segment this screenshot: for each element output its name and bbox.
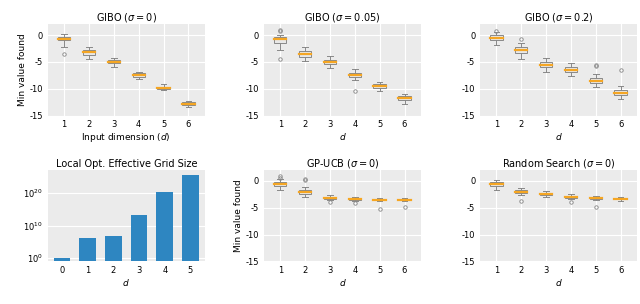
Bar	[299, 51, 311, 57]
Bar	[614, 90, 627, 95]
Bar	[131, 215, 147, 304]
Bar	[490, 182, 502, 186]
Bar	[157, 87, 170, 89]
X-axis label: Input dimension ($d$): Input dimension ($d$)	[81, 131, 171, 144]
Bar	[540, 193, 552, 195]
Title: Local Opt. Effective Grid Size: Local Opt. Effective Grid Size	[56, 160, 197, 169]
Bar	[398, 96, 411, 101]
Bar	[589, 78, 602, 83]
Bar	[274, 182, 287, 186]
Bar	[299, 190, 311, 194]
Bar	[564, 196, 577, 198]
Bar	[156, 192, 173, 304]
Bar	[83, 50, 95, 55]
Bar	[349, 73, 361, 78]
Bar	[324, 60, 336, 64]
X-axis label: $d$: $d$	[555, 131, 563, 142]
X-axis label: $d$: $d$	[555, 277, 563, 288]
Bar	[108, 60, 120, 64]
Bar	[58, 37, 70, 40]
Y-axis label: Min value found: Min value found	[234, 179, 243, 252]
Title: Random Search ($\sigma = 0$): Random Search ($\sigma = 0$)	[502, 157, 615, 170]
Bar	[490, 35, 502, 40]
Title: GP-UCB ($\sigma = 0$): GP-UCB ($\sigma = 0$)	[305, 157, 380, 170]
Title: GIBO ($\sigma = 0.2$): GIBO ($\sigma = 0.2$)	[524, 11, 593, 24]
Bar	[182, 175, 199, 304]
Bar	[515, 47, 527, 53]
X-axis label: $d$: $d$	[122, 277, 130, 288]
Title: GIBO ($\sigma = 0$): GIBO ($\sigma = 0$)	[96, 11, 157, 24]
Bar	[564, 67, 577, 72]
Bar	[54, 258, 70, 304]
Bar	[132, 73, 145, 77]
Bar	[79, 238, 96, 304]
Bar	[274, 37, 287, 43]
Bar	[105, 236, 122, 304]
Bar	[374, 199, 386, 200]
Bar	[182, 102, 195, 105]
Bar	[589, 197, 602, 199]
Bar	[614, 198, 627, 199]
Bar	[324, 197, 336, 199]
X-axis label: $d$: $d$	[339, 277, 346, 288]
Bar	[374, 84, 386, 88]
Title: GIBO ($\sigma = 0.05$): GIBO ($\sigma = 0.05$)	[304, 11, 381, 24]
Bar	[540, 62, 552, 67]
Bar	[515, 190, 527, 193]
Bar	[349, 198, 361, 200]
Y-axis label: Min value found: Min value found	[18, 33, 27, 106]
Bar	[398, 199, 411, 200]
X-axis label: $d$: $d$	[339, 131, 346, 142]
